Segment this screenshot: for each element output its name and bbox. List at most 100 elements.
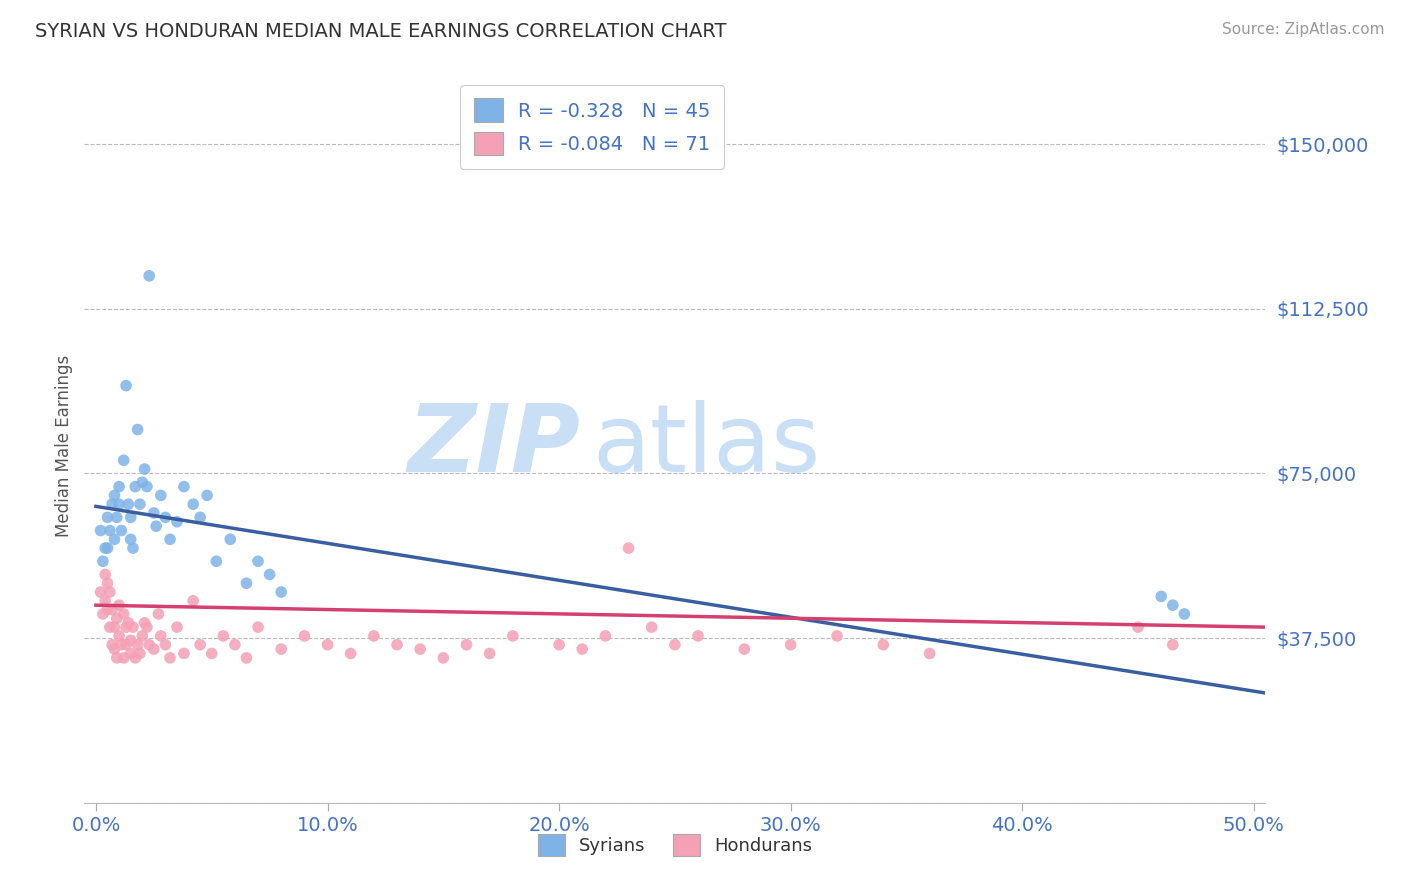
Point [270, 642, 292, 657]
Point [94, 567, 117, 582]
Point [181, 497, 204, 511]
Point [779, 638, 801, 652]
Point [502, 629, 524, 643]
Point [548, 638, 571, 652]
Point [120, 647, 142, 661]
Point [149, 629, 172, 643]
Point [96, 510, 118, 524]
Point [90, 524, 112, 538]
Point [112, 651, 135, 665]
Point [247, 554, 270, 568]
Text: SYRIAN VS HONDURAN MEDIAN MALE EARNINGS CORRELATION CHART: SYRIAN VS HONDURAN MEDIAN MALE EARNINGS … [35, 22, 727, 41]
Point [148, 607, 170, 621]
Point [825, 629, 848, 643]
Point [110, 524, 132, 538]
Point [90, 585, 112, 599]
Point [115, 620, 138, 634]
Point [122, 620, 145, 634]
Point [105, 611, 128, 625]
Point [432, 651, 454, 665]
Point [94, 541, 117, 555]
Point [195, 488, 218, 502]
Point [127, 423, 149, 437]
Point [617, 541, 640, 555]
Point [224, 638, 246, 652]
Point [103, 642, 125, 657]
Point [235, 576, 257, 591]
Point [188, 638, 211, 652]
Text: atlas: atlas [592, 400, 821, 492]
Point [138, 638, 160, 652]
Point [1161, 638, 1184, 652]
Point [131, 475, 153, 490]
Text: Source: ZipAtlas.com: Source: ZipAtlas.com [1222, 22, 1385, 37]
Legend: Syrians, Hondurans: Syrians, Hondurans [529, 825, 821, 865]
Point [212, 629, 235, 643]
Point [155, 510, 177, 524]
Point [105, 510, 128, 524]
Point [292, 629, 315, 643]
Point [316, 638, 339, 652]
Point [105, 651, 128, 665]
Point [115, 378, 138, 392]
Point [149, 488, 172, 502]
Text: ZIP: ZIP [408, 400, 581, 492]
Point [108, 497, 131, 511]
Point [166, 515, 188, 529]
Point [134, 462, 156, 476]
Point [145, 519, 167, 533]
Point [101, 638, 124, 652]
Point [456, 638, 478, 652]
Point [124, 651, 146, 665]
Point [135, 620, 157, 634]
Point [117, 497, 139, 511]
Point [339, 647, 361, 661]
Point [120, 510, 142, 524]
Point [219, 533, 242, 547]
Point [108, 629, 131, 643]
Point [96, 576, 118, 591]
Point [96, 541, 118, 555]
Point [101, 602, 124, 616]
Point [110, 638, 132, 652]
Point [98, 524, 121, 538]
Point [181, 594, 204, 608]
Point [129, 647, 152, 661]
Point [571, 642, 593, 657]
Point [138, 268, 160, 283]
Point [135, 480, 157, 494]
Point [131, 629, 153, 643]
Y-axis label: Median Male Earnings: Median Male Earnings [55, 355, 73, 537]
Point [103, 620, 125, 634]
Point [409, 642, 432, 657]
Point [641, 620, 664, 634]
Point [1126, 620, 1149, 634]
Point [103, 533, 125, 547]
Point [478, 647, 501, 661]
Point [235, 651, 257, 665]
Point [872, 638, 894, 652]
Point [108, 598, 131, 612]
Point [96, 602, 118, 616]
Point [385, 638, 408, 652]
Point [120, 533, 142, 547]
Point [91, 607, 114, 621]
Point [166, 620, 188, 634]
Point [124, 480, 146, 494]
Point [247, 620, 270, 634]
Point [270, 585, 292, 599]
Point [1161, 598, 1184, 612]
Point [115, 638, 138, 652]
Point [142, 642, 165, 657]
Point [1150, 590, 1173, 604]
Point [98, 585, 121, 599]
Point [664, 638, 686, 652]
Point [101, 497, 124, 511]
Point [201, 647, 224, 661]
Point [173, 647, 195, 661]
Point [142, 506, 165, 520]
Point [103, 488, 125, 502]
Point [159, 651, 181, 665]
Point [173, 480, 195, 494]
Point [918, 647, 941, 661]
